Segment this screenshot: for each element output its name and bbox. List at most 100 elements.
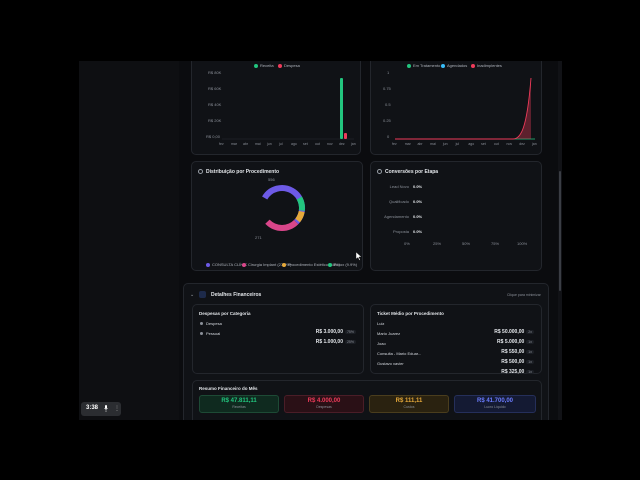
- summary-value: R$ 47.811,11: [221, 398, 257, 404]
- donut-slice-botox[interactable]: [258, 184, 306, 232]
- x-tick-label: nov: [506, 142, 513, 146]
- x-tick-label: ago: [291, 142, 297, 146]
- recording-widget[interactable]: 3:38 ⋮: [81, 402, 121, 416]
- summary-receitas: R$ 47.811,11 Receitas: [199, 395, 279, 413]
- chart-icon: [198, 169, 203, 174]
- revenue-plot: [222, 78, 354, 140]
- legend-label: Procedimento Estético (68%): [288, 262, 340, 267]
- stage-value: 0.0%: [413, 184, 423, 189]
- legend-item-cirurgia[interactable]: Cirurgia Implant (27.9%): [242, 262, 291, 267]
- legend-dot: [242, 262, 246, 267]
- legend-label: Inadimplentes: [477, 63, 502, 68]
- ticket-value: R$ 50.000,00: [494, 329, 525, 335]
- dashboard-window: Receita Despesa R$ 80K R$ 60K R$ 40K R$ …: [79, 61, 562, 420]
- legend-item-despesa[interactable]: Despesa: [278, 63, 300, 68]
- count-badge: 2x: [526, 330, 534, 334]
- stage-value: 0.0%: [413, 199, 423, 204]
- x-tick-label: mai: [430, 142, 436, 146]
- x-tick-label: dez: [519, 142, 525, 146]
- legend-dot: [328, 262, 332, 267]
- donut-slice-consulta[interactable]: [258, 184, 306, 232]
- area-inadimplentes[interactable]: [395, 78, 531, 139]
- x-tick-label: dez: [339, 142, 345, 146]
- x-tick-label: jun: [442, 142, 448, 146]
- legend-item-botox[interactable]: Botox (9.9%): [328, 262, 357, 267]
- legend-item-em-tratamento[interactable]: Em Tratamento: [407, 63, 440, 68]
- pct-badge: 25%: [344, 340, 356, 344]
- y-tick-label: R$ 40K: [208, 102, 222, 107]
- legend-label: Receita: [260, 63, 274, 68]
- summary-label: Receitas: [232, 405, 246, 409]
- ticket-value: R$ 325,00: [501, 369, 525, 375]
- legend-label: Botox (9.9%): [334, 262, 358, 267]
- x-tick-label: jul: [279, 142, 283, 146]
- bar-receita-jan[interactable]: [340, 78, 343, 139]
- scrollbar-thumb[interactable]: [559, 171, 561, 291]
- stage-label: Proposta: [392, 229, 409, 234]
- legend-label: Em Tratamento: [413, 63, 441, 68]
- count-badge: 1x: [526, 360, 534, 364]
- expense-label: Despesa: [206, 321, 222, 326]
- y-tick-label: R$ 20K: [208, 118, 222, 123]
- line-inadimplentes: [395, 77, 532, 140]
- bar-despesa-jan[interactable]: [344, 133, 347, 139]
- legend-dot: [407, 63, 411, 68]
- status-dot: [200, 332, 203, 335]
- x-tick-label: jun: [267, 142, 272, 146]
- collapse-hint[interactable]: Clique para minimizar: [507, 293, 541, 297]
- x-tick-label: 75%: [491, 241, 500, 246]
- card-title: Conversões por Etapa: [385, 169, 439, 175]
- legend-label: Agendados: [447, 63, 468, 68]
- y-tick-label: 1: [387, 70, 390, 75]
- ticket-label: Mario Juarez: [377, 331, 401, 336]
- legend-item-inadimplentes[interactable]: Inadimplentes: [471, 63, 502, 68]
- donut-label-top: 556: [268, 177, 275, 182]
- expense-value: R$ 1.000,00: [315, 339, 343, 345]
- ticket-value-row: R$ 325,00 1x: [501, 360, 534, 378]
- stage-label: Lead Novo: [389, 184, 409, 189]
- appointments-plot: [395, 77, 535, 140]
- x-axis: fev mar abr mai jun jul ago set out nov dez jan: [219, 142, 356, 148]
- ticket-label: Luiz: [377, 321, 385, 326]
- section-title[interactable]: Detalhes Financeiros: [211, 292, 262, 298]
- stages-card: Conversões por Etapa Lead Novo 0.0% Qual…: [370, 161, 542, 271]
- summary-value: R$ 4.000,00: [307, 398, 341, 404]
- ticket-label: Consulta - Mario Eduar...: [377, 351, 422, 356]
- expense-value: R$ 3.000,00: [315, 329, 343, 335]
- legend-dot: [441, 63, 445, 68]
- stage-value: 0.0%: [413, 229, 423, 234]
- legend-dot: [206, 262, 210, 267]
- summary-label: Custos: [403, 405, 415, 409]
- legend-label: Cirurgia Implant (27.9%): [248, 262, 292, 267]
- legend-item-consulta[interactable]: CONSULTA CLÍNIC: [206, 262, 247, 267]
- revenue-chart-card: Receita Despesa R$ 80K R$ 60K R$ 40K R$ …: [191, 61, 361, 155]
- summary-label: Despesas: [316, 405, 332, 409]
- legend-item-receita[interactable]: Receita: [254, 63, 274, 68]
- legend-item-estetico[interactable]: Procedimento Estético (68%): [282, 262, 340, 267]
- x-tick-label: mar: [404, 142, 411, 146]
- appointments-chart-card: Em Tratamento Agendados Inadimplentes 1 …: [370, 61, 542, 155]
- x-tick-label: fev: [219, 142, 224, 146]
- funnel-icon: [377, 169, 382, 174]
- x-tick-label: fev: [392, 142, 397, 146]
- y-tick-label: 0: [387, 134, 390, 139]
- ticket-label: Joao: [377, 341, 386, 346]
- legend-label: CONSULTA CLÍNIC: [212, 262, 248, 267]
- legend-item-agendados[interactable]: Agendados: [441, 63, 467, 68]
- legend-dot: [471, 63, 475, 68]
- summary-despesas: R$ 4.000,00 Despesas: [284, 395, 364, 413]
- recording-time: 3:38: [86, 405, 99, 411]
- mouse-cursor: [356, 252, 362, 261]
- microphone-icon[interactable]: [104, 405, 108, 412]
- more-options-icon[interactable]: ⋮: [114, 406, 120, 412]
- x-axis: fev mar abr mai jun jul ago set out nov dez jan: [392, 142, 537, 148]
- chevron-down-icon[interactable]: ⌄: [190, 292, 195, 298]
- legend-dot: [282, 262, 286, 267]
- count-badge: 1x: [526, 350, 534, 354]
- procedures-card: Distribuição por Procedimento 556 271 CO…: [191, 161, 363, 271]
- donut-slice-cirurgia[interactable]: [258, 184, 306, 232]
- card-title: Distribuição por Procedimento: [206, 169, 280, 175]
- donut-label-bottom: 271: [255, 235, 262, 240]
- card-title: Ticket Médio por Procedimento: [377, 311, 444, 316]
- y-tick-label: R$ 0,00: [206, 134, 221, 139]
